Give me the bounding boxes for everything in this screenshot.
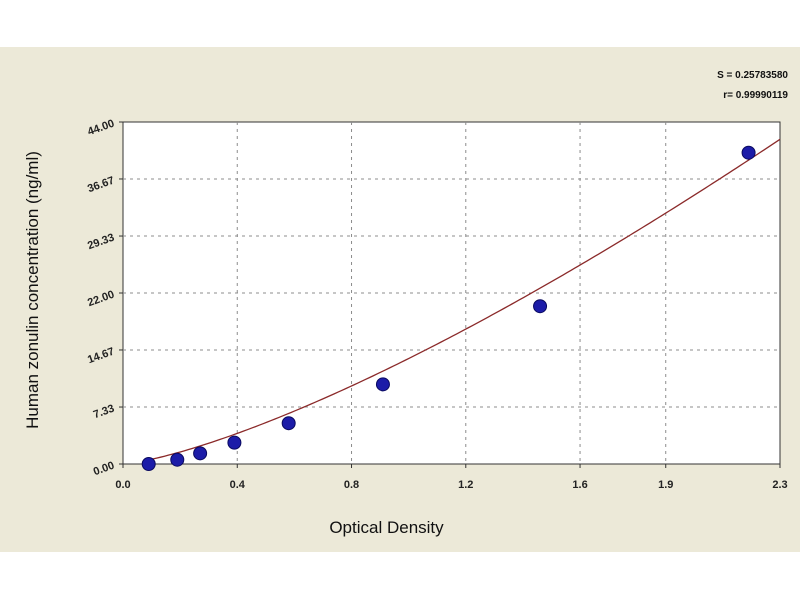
x-tick-label: 1.6 [572, 479, 587, 491]
data-point [227, 435, 242, 450]
y-tick-label: 29.33 [86, 232, 116, 253]
x-tick-label: 0.0 [115, 479, 130, 491]
x-tick-label: 0.4 [230, 479, 246, 491]
data-point [375, 377, 390, 392]
data-point [170, 452, 185, 467]
y-tick-label: 22.00 [86, 289, 116, 310]
x-tick-label: 1.2 [458, 479, 473, 491]
x-tick-label: 2.3 [772, 479, 787, 491]
data-point [533, 299, 548, 314]
y-tick-label: 14.67 [86, 346, 116, 367]
fit-curve-layer [148, 138, 781, 461]
data-point-layer [141, 145, 756, 471]
data-point [281, 416, 296, 431]
data-point [141, 457, 156, 471]
y-tick-label: 36.67 [86, 175, 116, 196]
fit-curve [148, 138, 781, 461]
y-tick-label: 44.00 [86, 118, 116, 139]
x-axis-title: Optical Density [329, 518, 444, 537]
fit-statistic-r: r= 0.99990119 [723, 90, 788, 101]
y-tick-label: 0.00 [92, 460, 116, 479]
data-point [741, 145, 756, 160]
data-point [193, 446, 208, 461]
fit-statistic-s: S = 0.25783580 [717, 70, 788, 81]
x-tick-label: 0.8 [344, 479, 359, 491]
y-axis-title: Human zonulin concentration (ng/ml) [23, 151, 42, 429]
x-tick-label: 1.9 [658, 479, 673, 491]
y-tick-label: 7.33 [92, 403, 116, 422]
grid-layer [123, 122, 780, 464]
